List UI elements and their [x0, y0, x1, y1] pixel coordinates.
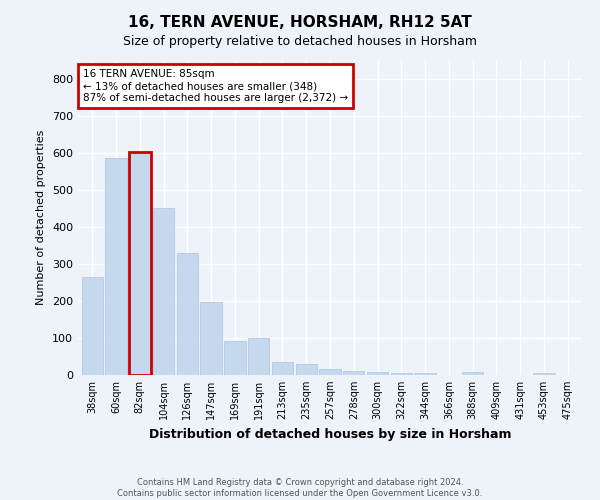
Bar — [319, 370, 341, 375]
Bar — [533, 373, 554, 375]
Bar — [296, 364, 317, 375]
Text: 16 TERN AVENUE: 85sqm
← 13% of detached houses are smaller (348)
87% of semi-det: 16 TERN AVENUE: 85sqm ← 13% of detached … — [83, 70, 348, 102]
Bar — [248, 338, 269, 375]
Text: 16, TERN AVENUE, HORSHAM, RH12 5AT: 16, TERN AVENUE, HORSHAM, RH12 5AT — [128, 15, 472, 30]
Bar — [106, 158, 127, 375]
Bar — [343, 372, 364, 375]
Bar — [153, 208, 174, 375]
Text: Contains HM Land Registry data © Crown copyright and database right 2024.
Contai: Contains HM Land Registry data © Crown c… — [118, 478, 482, 498]
Bar — [82, 277, 103, 375]
Bar — [415, 373, 436, 375]
Bar — [129, 152, 151, 375]
X-axis label: Distribution of detached houses by size in Horsham: Distribution of detached houses by size … — [149, 428, 511, 440]
Bar — [462, 372, 484, 375]
Text: Size of property relative to detached houses in Horsham: Size of property relative to detached ho… — [123, 35, 477, 48]
Bar — [391, 373, 412, 375]
Y-axis label: Number of detached properties: Number of detached properties — [37, 130, 46, 305]
Bar — [367, 372, 388, 375]
Bar — [224, 342, 245, 375]
Bar — [176, 254, 198, 375]
Bar — [200, 302, 222, 375]
Bar — [272, 362, 293, 375]
